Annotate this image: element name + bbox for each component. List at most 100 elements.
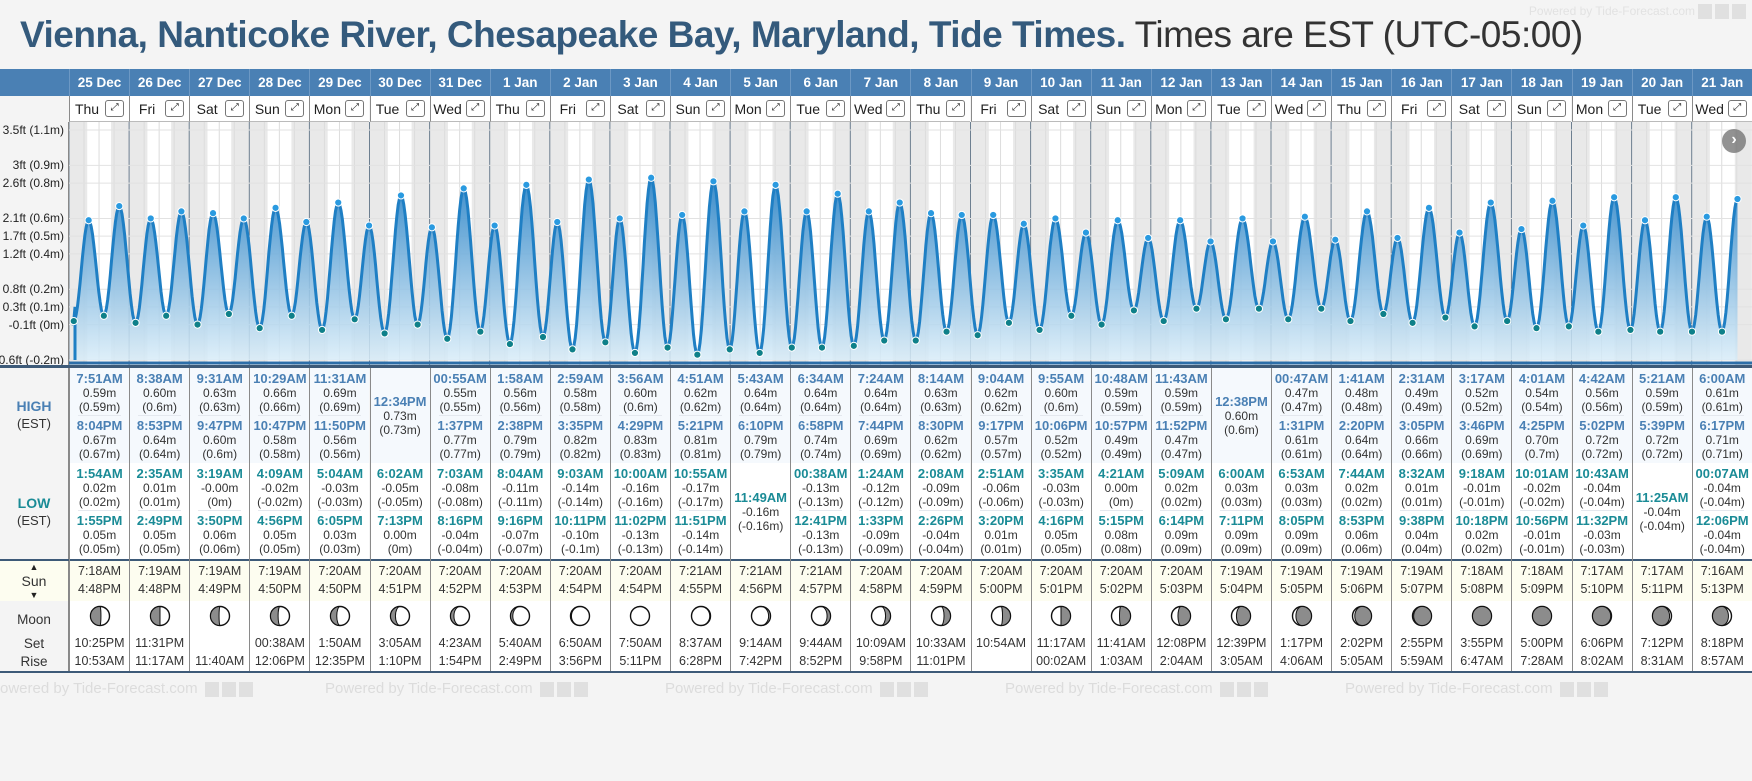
scroll-right-button[interactable]: › (1722, 129, 1746, 153)
day-of-week-label: Sun (254, 101, 280, 117)
high-tide-height-alt: (0.58m) (259, 447, 301, 461)
sunrise-time: 7:20AM (498, 564, 542, 578)
low-tide-time: 12:06PM (1695, 513, 1749, 528)
expand-day-button[interactable]: ⤢ (105, 100, 125, 117)
day-of-week-cell: Wed ⤢ (429, 96, 490, 122)
expand-day-button[interactable]: ⤢ (1667, 100, 1687, 117)
watermark: Powered by Tide-Forecast.com (0, 680, 253, 698)
expand-day-button[interactable]: ⤢ (1307, 100, 1327, 117)
moon-phase-icon (149, 605, 170, 627)
expand-day-button[interactable]: ⤢ (1246, 100, 1266, 117)
entry-separator (1520, 510, 1564, 511)
sunset-time: 5:13PM (1700, 582, 1744, 596)
high-tide-entry: 2:38PM 0.79m (0.79m) (491, 418, 550, 461)
expand-day-button[interactable]: ⤢ (225, 100, 245, 117)
sunset-time: 4:53PM (498, 582, 542, 596)
expand-day-button[interactable]: ⤢ (1367, 100, 1387, 117)
moonset-time: 11:41AM (1096, 636, 1146, 650)
expand-day-button[interactable]: ⤢ (525, 100, 545, 117)
moon-phase (791, 605, 850, 627)
sunset-time: 4:56PM (739, 582, 783, 596)
expand-day-button[interactable]: ⤢ (285, 100, 305, 117)
moonset-time: 7:50AM (618, 636, 662, 650)
high-row-label: HIGH (EST) (0, 368, 69, 463)
date-header: 29 Dec (309, 69, 369, 96)
entry-separator (859, 510, 903, 511)
low-tide-height-alt: (0.01m) (1401, 495, 1443, 509)
high-tide-height-alt: (0.6m) (1224, 423, 1259, 437)
expand-day-button[interactable]: ⤢ (645, 100, 665, 117)
low-tide-height-alt: (-0.14m) (677, 542, 724, 556)
expand-day-button[interactable]: ⤢ (1126, 100, 1146, 117)
moon-phase-icon (389, 605, 411, 627)
moon-phase (250, 605, 309, 627)
high-tide-height-alt: (0.55m) (439, 400, 481, 414)
expand-day-button[interactable]: ⤢ (826, 100, 846, 117)
moon-phase (190, 605, 249, 627)
expand-day-button[interactable]: ⤢ (1487, 100, 1507, 117)
expand-day-button[interactable]: ⤢ (165, 100, 185, 117)
low-tide-time: 11:32PM (1576, 513, 1629, 528)
high-tide-height: 0.62m (984, 386, 1018, 400)
expand-arrows-icon: ⤢ (1613, 102, 1622, 113)
moon-phase (1392, 605, 1451, 627)
high-tide-height: 0.56m (1585, 386, 1619, 400)
expand-day-button[interactable]: ⤢ (706, 100, 726, 117)
entry-separator (1159, 510, 1203, 511)
low-tide-time: 8:05PM (1278, 513, 1325, 528)
expand-day-button[interactable]: ⤢ (946, 100, 966, 117)
day-column: 9:31AM 0.63m (0.63m) 9:47PM 0.60m (0.6m) 3:19A… (189, 368, 250, 671)
expand-day-button[interactable]: ⤢ (465, 100, 485, 117)
entry-separator (378, 510, 422, 511)
high-tide-point (1362, 207, 1372, 216)
high-tide-entry: 6:34AM 0.64m (0.64m) (791, 371, 850, 414)
high-tide-height-alt: (0.64m) (1340, 447, 1383, 461)
high-tide-time: 00:47AM (1274, 371, 1329, 386)
expand-day-button[interactable]: ⤢ (766, 100, 786, 117)
expand-day-button[interactable]: ⤢ (1607, 100, 1627, 117)
expand-day-button[interactable]: ⤢ (1427, 100, 1447, 117)
high-tides-cell: 7:51AM 0.59m (0.59m) 8:04PM 0.67m (0.67m) (70, 368, 130, 463)
expand-day-button[interactable]: ⤢ (1727, 100, 1747, 117)
low-tide-point (380, 329, 389, 338)
moonset-time: 11:31PM (135, 636, 185, 650)
moon-phase-icon (1351, 605, 1372, 627)
entry-separator (78, 510, 122, 511)
expand-day-button[interactable]: ⤢ (1186, 100, 1206, 117)
low-tide-entry: 6:05PM 0.03m (0.03m) (310, 513, 369, 556)
expand-day-button[interactable]: ⤢ (585, 100, 605, 117)
day-of-week-cell: Sun ⤢ (670, 96, 731, 122)
expand-day-button[interactable]: ⤢ (405, 100, 425, 117)
expand-day-button[interactable]: ⤢ (345, 100, 365, 117)
high-tide-point (364, 221, 374, 230)
high-tide-entry: 11:43AM 0.59m (0.59m) (1152, 371, 1211, 414)
expand-arrows-icon: ⤢ (711, 102, 720, 113)
high-tide-height: 0.64m (142, 433, 177, 447)
expand-day-button[interactable]: ⤢ (886, 100, 906, 117)
low-tide-entry: 00:07AM -0.04m (-0.04m) (1693, 466, 1752, 509)
sunset-time: 5:04PM (1219, 582, 1263, 596)
high-tide-time: 1:58AM (497, 371, 544, 386)
date-header: 30 Dec (369, 69, 430, 96)
entry-separator (1159, 415, 1203, 416)
low-tide-point (255, 324, 264, 333)
low-tide-time: 9:16PM (497, 513, 543, 528)
low-tide-entry: 11:25AM -0.04m (-0.04m) (1633, 490, 1692, 533)
moonrise-time: 7:42PM (739, 654, 783, 668)
sunset-time: 4:50PM (318, 582, 362, 596)
moonset-time: 5:40AM (498, 636, 542, 650)
sunrise-time: 7:18AM (1460, 564, 1504, 578)
low-tide-height-alt: (0.03m) (1220, 495, 1263, 509)
low-tide-entry: 10:43AM -0.04m (-0.04m) (1573, 466, 1632, 509)
expand-day-button[interactable]: ⤢ (1006, 100, 1026, 117)
location-title: Vienna, Nanticoke River, Chesapeake Bay,… (20, 14, 1126, 55)
y-tick-label: 2.6ft (0.8m) (2, 176, 64, 191)
low-tide-point (1532, 324, 1541, 333)
low-tide-time: 7:11PM (1219, 513, 1264, 528)
entry-separator (1039, 510, 1083, 511)
low-tide-height: -0.04m (1643, 505, 1681, 519)
high-tide-height: 0.61m (1705, 386, 1739, 400)
expand-day-button[interactable]: ⤢ (1066, 100, 1086, 117)
expand-day-button[interactable]: ⤢ (1547, 100, 1567, 117)
low-tide-time: 9:38PM (1398, 513, 1445, 528)
